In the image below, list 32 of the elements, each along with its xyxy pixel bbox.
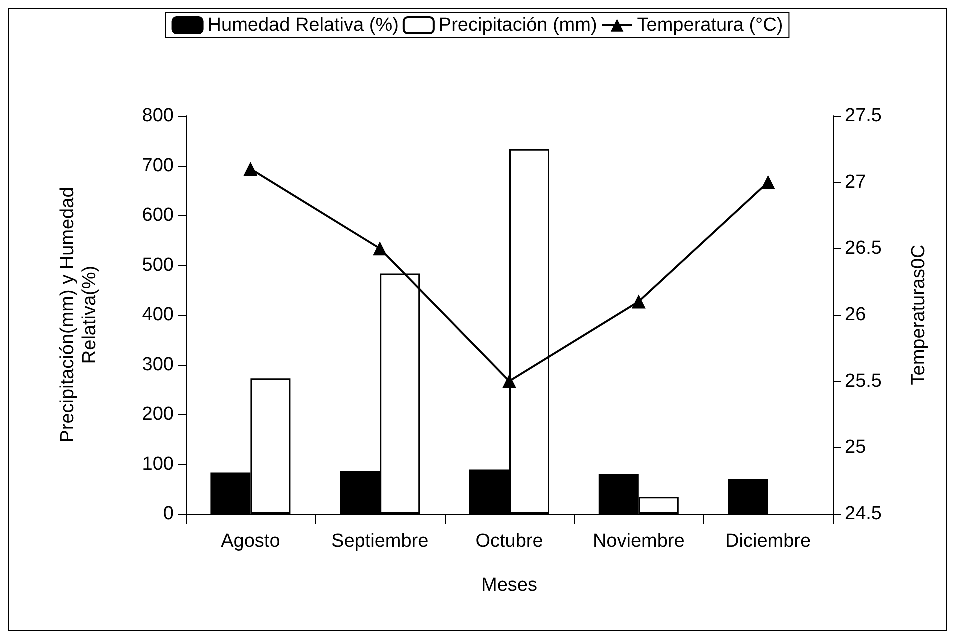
y2-tick-label: 27.5 bbox=[845, 106, 882, 126]
x-tick-label: Noviembre bbox=[592, 531, 685, 552]
y-tick-label: 0 bbox=[163, 504, 174, 524]
legend-label: Humedad Relativa (%) bbox=[208, 15, 399, 36]
x-tick-label: Diciembre bbox=[726, 531, 812, 552]
y2-tick-label: 25.5 bbox=[845, 370, 882, 392]
y-tick-label: 500 bbox=[142, 254, 174, 276]
x-tick-label: Agosto bbox=[221, 531, 280, 552]
legend-label: Temperatura (°C) bbox=[637, 15, 784, 36]
y2-tick-label: 25 bbox=[845, 437, 866, 458]
y-tick-label: 400 bbox=[142, 304, 174, 326]
y2-tick-label: 27 bbox=[845, 172, 866, 193]
y2-tick-label: 26.5 bbox=[845, 238, 882, 260]
x-tick-label: Octubre bbox=[476, 531, 544, 552]
point bbox=[632, 294, 646, 309]
point bbox=[244, 162, 258, 176]
y2-tick-label: 26 bbox=[845, 304, 866, 326]
y2-tick-label: 24.5 bbox=[845, 504, 882, 524]
y-tick-label: 600 bbox=[142, 205, 174, 226]
point bbox=[502, 374, 516, 388]
y-tick-label: 700 bbox=[142, 155, 174, 176]
y-tick-label: 200 bbox=[142, 404, 174, 425]
x-axis-title: Meses bbox=[482, 575, 538, 596]
point bbox=[373, 242, 388, 256]
y-tick-label: 100 bbox=[142, 454, 174, 475]
legend-label: Precipitación (mm) bbox=[438, 15, 598, 36]
y-tick-label: 800 bbox=[142, 106, 174, 126]
y-axis-title: Precipitación(mm) y Humedad Relativa(%) bbox=[58, 187, 100, 443]
x-tick-label: Septiembre bbox=[332, 531, 429, 552]
y-tick-label: 300 bbox=[142, 354, 174, 376]
y2-axis-title: Temperaturas0C bbox=[908, 244, 930, 386]
point bbox=[761, 175, 776, 190]
